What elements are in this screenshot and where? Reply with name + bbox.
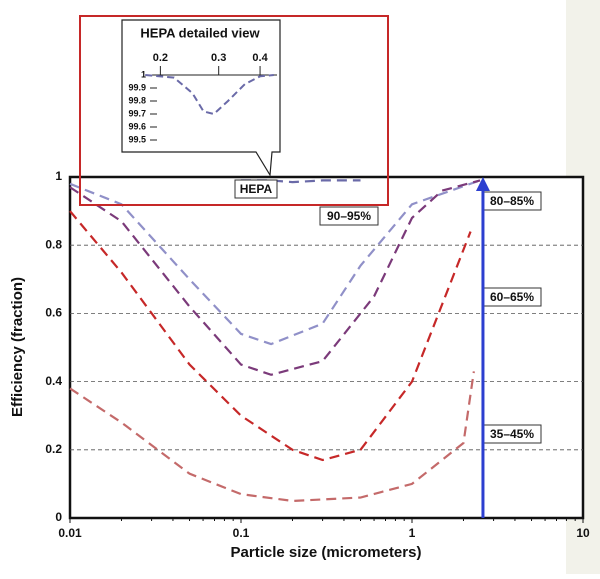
y-tick-label: 99.9 bbox=[128, 82, 146, 92]
y-tick-label: 99.6 bbox=[128, 121, 146, 131]
series-label: 80–85% bbox=[490, 194, 534, 208]
y-tick-label: 0.2 bbox=[45, 442, 62, 456]
arrow-head bbox=[475, 177, 490, 191]
inset-callout bbox=[121, 19, 281, 177]
x-tick-label: 0.4 bbox=[252, 52, 268, 64]
series-line bbox=[69, 179, 481, 346]
inset-frame bbox=[79, 15, 389, 206]
y-tick-label: 0.8 bbox=[45, 237, 62, 251]
series-label-box bbox=[234, 179, 278, 199]
series-label: HEPA bbox=[240, 182, 273, 196]
y-tick-label: 99.8 bbox=[128, 95, 146, 105]
series-label: 90–95% bbox=[327, 209, 371, 223]
series-label: 35–45% bbox=[490, 427, 534, 441]
y-axis-label: Efficiency (fraction) bbox=[9, 277, 26, 417]
series-line bbox=[69, 210, 472, 462]
x-tick-label: 1 bbox=[409, 526, 416, 540]
x-tick-label: 0.3 bbox=[211, 52, 226, 64]
x-tick-label: 10 bbox=[576, 526, 590, 540]
series-label: 60–65% bbox=[490, 290, 534, 304]
y-tick-label: 0.4 bbox=[45, 374, 62, 388]
plot-frame bbox=[68, 175, 585, 520]
series-line bbox=[145, 74, 274, 116]
x-tick-label: 0.1 bbox=[233, 526, 250, 540]
y-tick-label: 0 bbox=[55, 510, 62, 524]
y-tick-label: 1 bbox=[141, 69, 146, 79]
x-axis-label: Particle size (micrometers) bbox=[231, 544, 422, 561]
series-line bbox=[69, 371, 475, 503]
y-tick-label: 99.7 bbox=[128, 108, 146, 118]
y-tick-label: 99.5 bbox=[128, 134, 146, 144]
main-chart: 0 0.2 0.4 0.6 0.8 1 0.01 0.1 1 10 HEPA 90–95% 80–85%… bbox=[45, 169, 590, 540]
x-tick-label: 0.2 bbox=[153, 52, 168, 64]
inset-title: HEPA detailed view bbox=[140, 25, 260, 40]
series-label-box bbox=[319, 206, 379, 226]
x-tick-label: 0.01 bbox=[58, 526, 82, 540]
inset-chart: 1 99.9 99.8 99.7 99.6 99.5 0.2 0.3 0.4 bbox=[128, 52, 277, 144]
y-tick-label: 0.6 bbox=[45, 306, 62, 320]
series-line bbox=[69, 179, 481, 376]
y-tick-label: 1 bbox=[55, 169, 62, 183]
